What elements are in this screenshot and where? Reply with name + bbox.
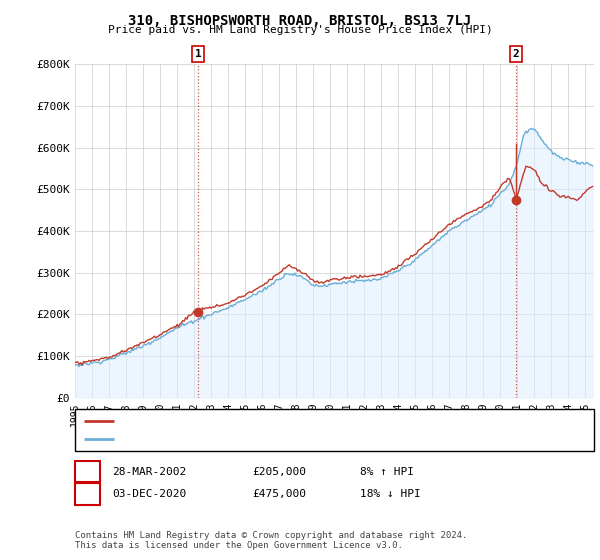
Text: 1: 1 bbox=[195, 49, 202, 59]
Text: Contains HM Land Registry data © Crown copyright and database right 2024.
This d: Contains HM Land Registry data © Crown c… bbox=[75, 531, 467, 550]
Text: £205,000: £205,000 bbox=[252, 466, 306, 477]
Text: 310, BISHOPSWORTH ROAD, BRISTOL, BS13 7LJ: 310, BISHOPSWORTH ROAD, BRISTOL, BS13 7L… bbox=[128, 14, 472, 28]
Text: 1: 1 bbox=[84, 466, 91, 477]
Text: 2: 2 bbox=[84, 489, 91, 499]
Text: 28-MAR-2002: 28-MAR-2002 bbox=[112, 466, 187, 477]
Text: Price paid vs. HM Land Registry's House Price Index (HPI): Price paid vs. HM Land Registry's House … bbox=[107, 25, 493, 35]
Text: HPI: Average price, detached house, City of Bristol: HPI: Average price, detached house, City… bbox=[120, 434, 419, 444]
Text: 310, BISHOPSWORTH ROAD, BRISTOL, BS13 7LJ (detached house): 310, BISHOPSWORTH ROAD, BRISTOL, BS13 7L… bbox=[120, 416, 461, 426]
Text: 2: 2 bbox=[512, 49, 520, 59]
Text: 8% ↑ HPI: 8% ↑ HPI bbox=[360, 466, 414, 477]
Text: 03-DEC-2020: 03-DEC-2020 bbox=[112, 489, 187, 499]
Text: 18% ↓ HPI: 18% ↓ HPI bbox=[360, 489, 421, 499]
Text: £475,000: £475,000 bbox=[252, 489, 306, 499]
